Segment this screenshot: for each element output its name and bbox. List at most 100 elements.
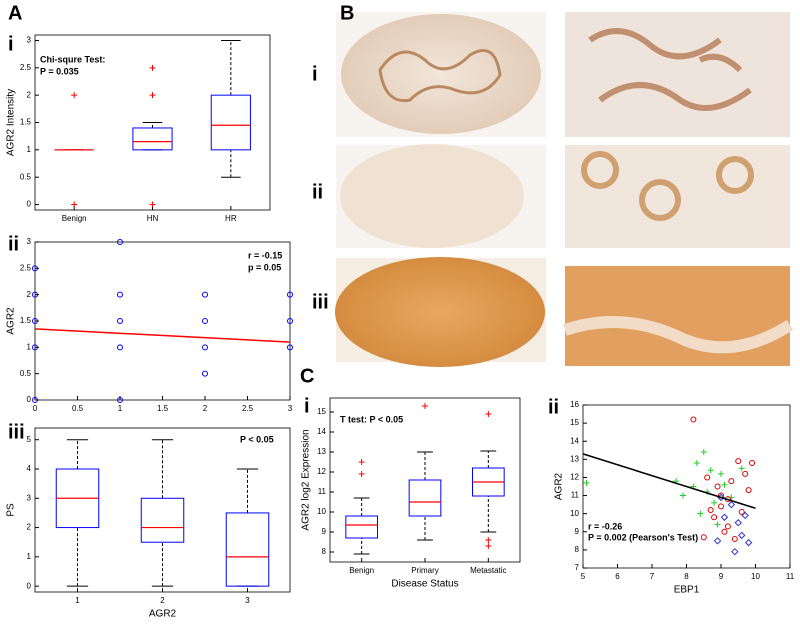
histology-images [335, 12, 794, 367]
point [117, 318, 123, 324]
y-tick-label: 2 [27, 90, 32, 99]
y-tick-label: 12 [570, 473, 579, 482]
x-tick-label: 2 [160, 596, 165, 605]
point [738, 508, 745, 515]
y-tick-label: 13 [570, 454, 579, 463]
y-tick-label: 3 [27, 493, 32, 502]
point [731, 536, 738, 543]
outlier [358, 471, 365, 477]
x-tick-label: 9 [719, 572, 724, 581]
point [749, 459, 756, 466]
y-tick-label: 13 [317, 447, 326, 456]
y-tick-label: 9 [575, 527, 580, 536]
y-tick-label: 1.5 [20, 316, 32, 325]
annotation: Chi-squre Test: [40, 54, 105, 64]
stroma [563, 316, 794, 354]
y-tick-label: 10 [317, 507, 326, 516]
point [32, 318, 38, 324]
y-axis-label: AGR2 [554, 472, 565, 500]
annotation: P < 0.05 [240, 434, 274, 444]
y-tick-label: 1 [27, 342, 32, 351]
point [287, 291, 293, 298]
panel-label: iii [8, 421, 25, 443]
point [721, 481, 728, 488]
y-tick-label: 0 [27, 200, 32, 209]
x-tick-label: Metastatic [470, 566, 506, 575]
x-tick-label: 0 [33, 404, 38, 413]
annotation: P = 0.035 [40, 66, 79, 76]
y-tick-label: 4 [27, 464, 32, 473]
point [117, 291, 123, 298]
point [735, 458, 742, 465]
point [718, 503, 724, 510]
outlier [485, 537, 492, 543]
y-tick-label: 2 [27, 523, 32, 532]
point [690, 416, 697, 423]
x-axis-label: EBP1 [674, 585, 700, 596]
y-axis-label: AGR2 log2 Expression [301, 429, 312, 530]
y-axis-label: PS [6, 503, 17, 517]
annotation: r = -0.15 [248, 250, 282, 260]
point [744, 538, 753, 547]
x-tick-label: 1 [118, 404, 123, 413]
y-tick-label: 0 [27, 395, 32, 404]
x-tick-label: 3 [245, 596, 250, 605]
panel-label: i [312, 63, 318, 85]
point [32, 397, 38, 403]
point [202, 291, 208, 298]
point [720, 513, 729, 521]
box [408, 479, 442, 517]
panel-label: i [8, 33, 14, 55]
y-tick-label: 11 [318, 487, 327, 496]
point [742, 470, 749, 477]
y-tick-label: 1.5 [20, 118, 32, 127]
point [737, 531, 746, 540]
y-tick-label: 14 [570, 436, 579, 445]
point [718, 470, 724, 477]
box [225, 512, 270, 587]
point [714, 521, 721, 528]
y-tick-label: 15 [570, 418, 579, 427]
point [680, 492, 687, 499]
panel-label: ii [312, 181, 323, 203]
point [711, 499, 718, 506]
x-tick-label: Benign [62, 214, 87, 223]
panel-label: C [300, 365, 314, 387]
panel-label: iii [312, 291, 329, 313]
x-tick-label: 1.5 [157, 404, 169, 413]
point [32, 265, 38, 272]
x-tick-label: 3 [288, 404, 293, 413]
point [693, 459, 700, 466]
point [700, 534, 707, 541]
gland [588, 28, 752, 111]
point [202, 370, 208, 377]
annotation: p = 0.05 [248, 262, 281, 272]
y-tick-label: 2 [27, 290, 32, 299]
y-tick-label: 8 [322, 547, 327, 556]
image-zoom [565, 266, 790, 366]
y-tick-label: 9 [322, 527, 327, 536]
panel-label: ii [8, 233, 19, 255]
fit-line [34, 328, 291, 343]
box [345, 515, 379, 539]
point [202, 318, 208, 324]
x-tick-label: Primary [411, 566, 439, 575]
y-tick-label: 5 [27, 435, 32, 444]
point [727, 500, 736, 509]
panel-label: i [304, 395, 310, 417]
x-tick-label: Benign [349, 566, 374, 575]
gland [581, 151, 619, 189]
tissue-core [335, 257, 545, 367]
panel-label: A [8, 2, 22, 24]
x-tick-label: 5 [581, 572, 586, 581]
point [711, 514, 718, 521]
point [202, 344, 208, 351]
y-tick-label: 0 [27, 581, 32, 590]
point [731, 547, 739, 556]
x-tick-label: 11 [786, 572, 795, 581]
point [738, 465, 745, 472]
y-tick-label: 1 [27, 145, 32, 154]
point [724, 523, 731, 530]
y-tick-label: 1 [27, 552, 32, 561]
